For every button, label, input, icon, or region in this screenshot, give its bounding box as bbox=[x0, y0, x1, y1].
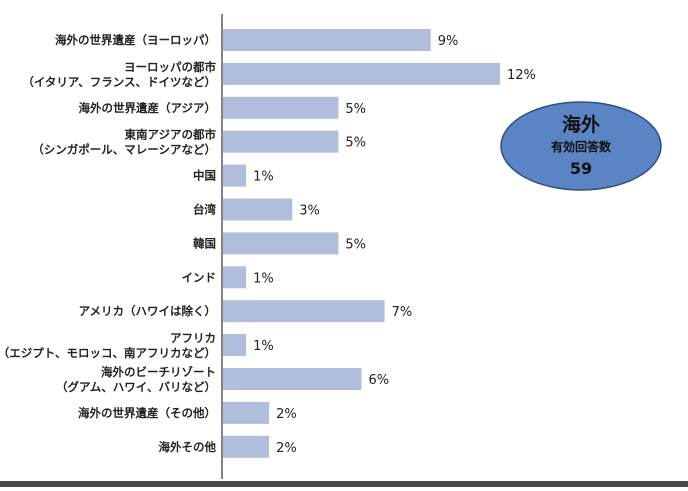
category-label-9: アメリカ（ハワイは除く） bbox=[79, 304, 216, 318]
category-label-8: インド bbox=[182, 270, 217, 284]
value-label-13: 2% bbox=[276, 441, 297, 456]
bar-4 bbox=[223, 130, 339, 153]
bar-3 bbox=[223, 96, 339, 119]
category-label-13: 海外その他 bbox=[159, 440, 217, 454]
bar-13 bbox=[223, 435, 270, 458]
value-label-10: 1% bbox=[253, 339, 274, 354]
bar-11 bbox=[223, 368, 362, 390]
category-label-line: 海外の世界遺産（ヨーロッパ） bbox=[55, 33, 216, 47]
category-label-line: 中国 bbox=[193, 169, 216, 183]
bar-1 bbox=[223, 29, 431, 51]
category-label-10: アフリカ（エジプト、モロッコ、南アフリカなど） bbox=[0, 331, 216, 360]
category-label-3: 海外の世界遺産（アジア） bbox=[78, 101, 216, 115]
value-label-9: 7% bbox=[392, 305, 413, 320]
category-label-4: 東南アジアの都市（シンガポール、マレーシアなど） bbox=[32, 128, 216, 157]
category-label-line: 韓国 bbox=[193, 236, 216, 250]
category-label-1: 海外の世界遺産（ヨーロッパ） bbox=[55, 33, 216, 47]
category-label-6: 台湾 bbox=[193, 203, 216, 217]
value-label-3: 5% bbox=[345, 102, 366, 117]
badge-ellipse bbox=[500, 101, 662, 191]
category-label-line: インド bbox=[182, 270, 217, 284]
category-label-12: 海外の世界遺産（その他） bbox=[78, 406, 216, 420]
bar-12 bbox=[223, 401, 270, 424]
bar-8 bbox=[223, 266, 247, 289]
bar-9 bbox=[223, 300, 385, 323]
value-label-5: 1% bbox=[253, 170, 274, 185]
value-label-11: 6% bbox=[369, 373, 390, 388]
category-label-line: 台湾 bbox=[193, 203, 216, 217]
category-label-line: 海外の世界遺産（アジア） bbox=[78, 101, 216, 115]
badge-subtitle: 有効回答数 bbox=[551, 139, 612, 154]
value-label-2: 12% bbox=[507, 68, 536, 83]
category-label-2: ヨーロッパの都市（イタリア、フランス、ドイツなど） bbox=[22, 60, 216, 89]
category-label-11: 海外のビーチリゾート（グアム、ハワイ、バリなど） bbox=[56, 365, 216, 394]
value-label-6: 3% bbox=[299, 204, 320, 219]
value-label-12: 2% bbox=[276, 407, 297, 422]
category-label-line: （シンガポール、マレーシアなど） bbox=[32, 143, 216, 157]
category-label-line: 海外のビーチリゾート bbox=[101, 365, 216, 379]
badge-title: 海外 bbox=[562, 113, 600, 136]
bottom-divider bbox=[0, 481, 688, 487]
category-label-line: 海外の世界遺産（その他） bbox=[78, 406, 216, 420]
bar-10 bbox=[223, 334, 247, 357]
category-label-line: 海外その他 bbox=[159, 440, 217, 454]
category-label-line: （イタリア、フランス、ドイツなど） bbox=[22, 75, 216, 89]
bar-6 bbox=[223, 198, 293, 221]
category-label-line: 東南アジアの都市 bbox=[124, 128, 216, 142]
category-label-line: アフリカ bbox=[170, 331, 216, 345]
category-label-line: アメリカ（ハワイは除く） bbox=[79, 304, 216, 318]
bar-7 bbox=[223, 232, 339, 255]
value-label-1: 9% bbox=[438, 34, 459, 49]
value-label-7: 5% bbox=[345, 237, 366, 252]
category-label-line: （グアム、ハワイ、バリなど） bbox=[56, 380, 216, 394]
value-label-4: 5% bbox=[345, 136, 366, 151]
category-label-5: 中国 bbox=[193, 169, 216, 183]
bar-2 bbox=[223, 62, 500, 85]
category-label-line: （エジプト、モロッコ、南アフリカなど） bbox=[0, 346, 216, 360]
category-label-line: ヨーロッパの都市 bbox=[124, 60, 216, 74]
category-label-7: 韓国 bbox=[193, 236, 216, 250]
bar-5 bbox=[223, 164, 247, 187]
badge-count: 59 bbox=[570, 159, 592, 178]
value-label-8: 1% bbox=[253, 271, 274, 286]
